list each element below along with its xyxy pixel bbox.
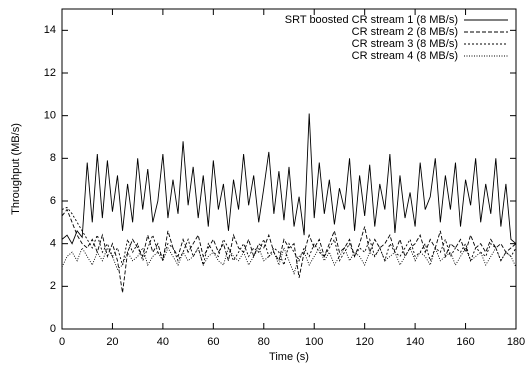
- x-tick-label: 120: [355, 336, 373, 348]
- x-axis-label: Time (s): [269, 351, 309, 363]
- x-tick-label: 60: [207, 336, 219, 348]
- plot-frame: [61, 8, 517, 330]
- y-tick-label: 2: [50, 280, 56, 292]
- series-line: [61, 113, 517, 245]
- x-tick-label: 20: [106, 336, 118, 348]
- y-tick-label: 14: [44, 24, 56, 36]
- x-tick-label: 100: [305, 336, 323, 348]
- x-tick-label: 40: [157, 336, 169, 348]
- y-tick-label: 10: [44, 110, 56, 122]
- y-tick-label: 8: [50, 152, 56, 164]
- x-tick-label: 140: [406, 336, 424, 348]
- x-tick-label: 180: [507, 336, 525, 348]
- y-tick-label: 12: [44, 67, 56, 79]
- legend-label: CR stream 2 (8 MB/s): [352, 26, 458, 38]
- x-tick-label: 160: [456, 336, 474, 348]
- x-tick-label: 0: [59, 336, 65, 348]
- y-axis-label: Throughput (MB/s): [10, 123, 22, 215]
- legend-label: CR stream 3 (8 MB/s): [352, 38, 458, 50]
- series-line: [61, 246, 517, 275]
- y-tick-label: 4: [50, 238, 56, 250]
- x-tick-label: 80: [258, 336, 270, 348]
- y-tick-label: 6: [50, 195, 56, 207]
- legend-label: SRT boosted CR stream 1 (8 MB/s): [285, 14, 458, 26]
- series-line: [61, 208, 517, 293]
- legend-label: CR stream 4 (8 MB/s): [352, 50, 458, 62]
- y-tick-label: 0: [50, 323, 56, 335]
- series-line: [61, 206, 517, 267]
